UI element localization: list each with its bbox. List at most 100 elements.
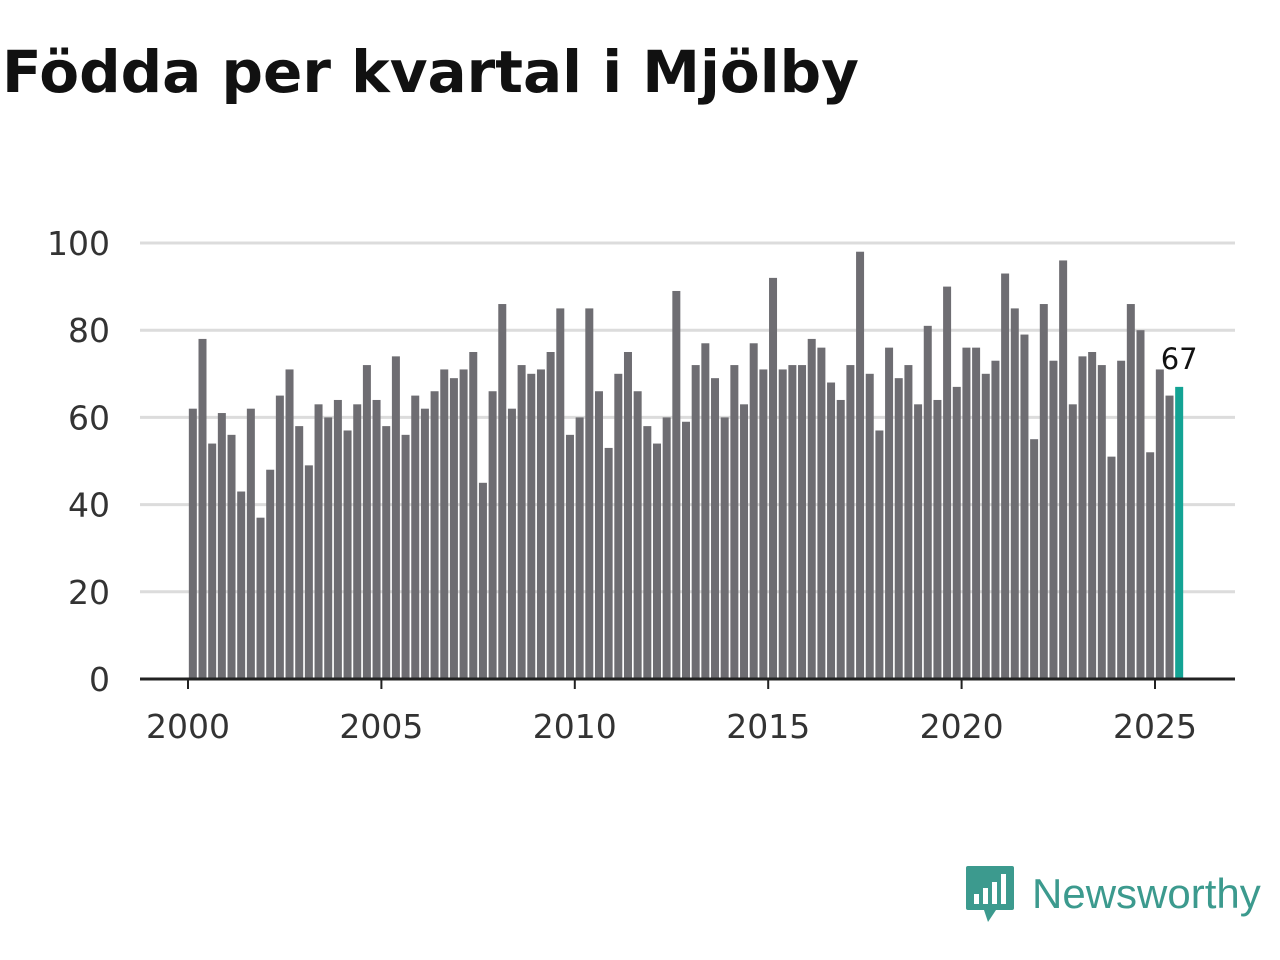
chart-title: Födda per kvartal i Mjölby: [2, 38, 859, 106]
bar: [836, 399, 845, 679]
bar: [575, 417, 584, 679]
x-tick-label: 2010: [533, 707, 617, 746]
bar: [507, 408, 516, 679]
bar: [865, 373, 874, 679]
bar: [933, 399, 942, 679]
axes: 0 20 40 60 80 100 2000 2005 2010 2015 2020 2025: [47, 224, 1235, 746]
bar: [1155, 369, 1164, 679]
y-tick-label: 20: [68, 573, 110, 612]
bar: [682, 421, 691, 679]
bar: [420, 408, 429, 679]
bar: [759, 369, 768, 679]
x-tick-label: 2000: [146, 707, 230, 746]
bar: [1117, 360, 1126, 679]
bar: [1136, 330, 1145, 679]
bar: [295, 426, 304, 679]
bar: [798, 365, 807, 679]
bar: [720, 417, 729, 679]
bar: [972, 347, 981, 679]
bar: [237, 491, 246, 679]
bar: [246, 408, 255, 679]
bar: [343, 430, 352, 679]
bar: [324, 417, 333, 679]
bar: [256, 517, 265, 679]
bar: [565, 434, 574, 679]
bar: [1049, 360, 1058, 679]
bar: [1165, 395, 1174, 679]
bar: [981, 373, 990, 679]
bar: [314, 404, 323, 679]
bar: [769, 277, 778, 679]
bar: [885, 347, 894, 679]
bar: [952, 386, 961, 679]
bar: [662, 417, 671, 679]
bar: [594, 391, 603, 679]
bar: [188, 408, 197, 679]
bar: [991, 360, 1000, 679]
newsworthy-logo: Newsworthy: [964, 864, 1261, 924]
bar: [856, 251, 865, 679]
bar: [411, 395, 420, 679]
bar: [778, 369, 787, 679]
bar: [730, 365, 739, 679]
bars: 67: [188, 251, 1198, 679]
newsworthy-logo-icon: [966, 866, 1014, 922]
bar: [217, 413, 226, 679]
y-tick-label: 40: [68, 486, 110, 525]
bar: [807, 338, 816, 679]
bar: [1030, 439, 1039, 679]
y-tick-label: 100: [47, 224, 110, 263]
bar: [1078, 356, 1087, 679]
bar: [875, 430, 884, 679]
bar: [962, 347, 971, 679]
bar: [1068, 404, 1077, 679]
bar: [498, 304, 507, 679]
bar: [1088, 352, 1097, 679]
bar: [459, 369, 468, 679]
bar: [923, 325, 932, 679]
bar: [391, 356, 400, 679]
bar: [1097, 365, 1106, 679]
bar: [691, 365, 700, 679]
bar: [333, 399, 342, 679]
x-tick-label: 2020: [920, 707, 1004, 746]
bar: [372, 399, 381, 679]
bar: [1146, 452, 1155, 679]
bar: [536, 369, 545, 679]
bar: [711, 378, 720, 679]
bar: [517, 365, 526, 679]
bar: [846, 365, 855, 679]
bar: [208, 443, 217, 679]
bar: [266, 469, 275, 679]
bar: [652, 443, 661, 679]
bar: [527, 373, 536, 679]
brand-name: Newsworthy: [1032, 870, 1261, 917]
bar: [449, 378, 458, 679]
bar: [827, 382, 836, 679]
bar: [285, 369, 294, 679]
bar: [817, 347, 826, 679]
bar: [1001, 273, 1010, 679]
bar: [353, 404, 362, 679]
bar: [1059, 260, 1068, 679]
y-tick-label: 80: [68, 311, 110, 350]
bar: [401, 434, 410, 679]
bar: [749, 343, 758, 679]
bar: [1010, 308, 1019, 679]
bar: [469, 352, 478, 679]
bar: [914, 404, 923, 679]
bar: [943, 286, 952, 679]
bar: [227, 434, 236, 679]
bar: [701, 343, 710, 679]
bar: [430, 391, 439, 679]
bar: [478, 482, 487, 679]
bar: [643, 426, 652, 679]
bar: [585, 308, 594, 679]
bar: [362, 365, 371, 679]
bar: [904, 365, 913, 679]
bar: [382, 426, 391, 679]
bar: [556, 308, 565, 679]
y-tick-label: 60: [68, 398, 110, 437]
bar: [1107, 456, 1116, 679]
